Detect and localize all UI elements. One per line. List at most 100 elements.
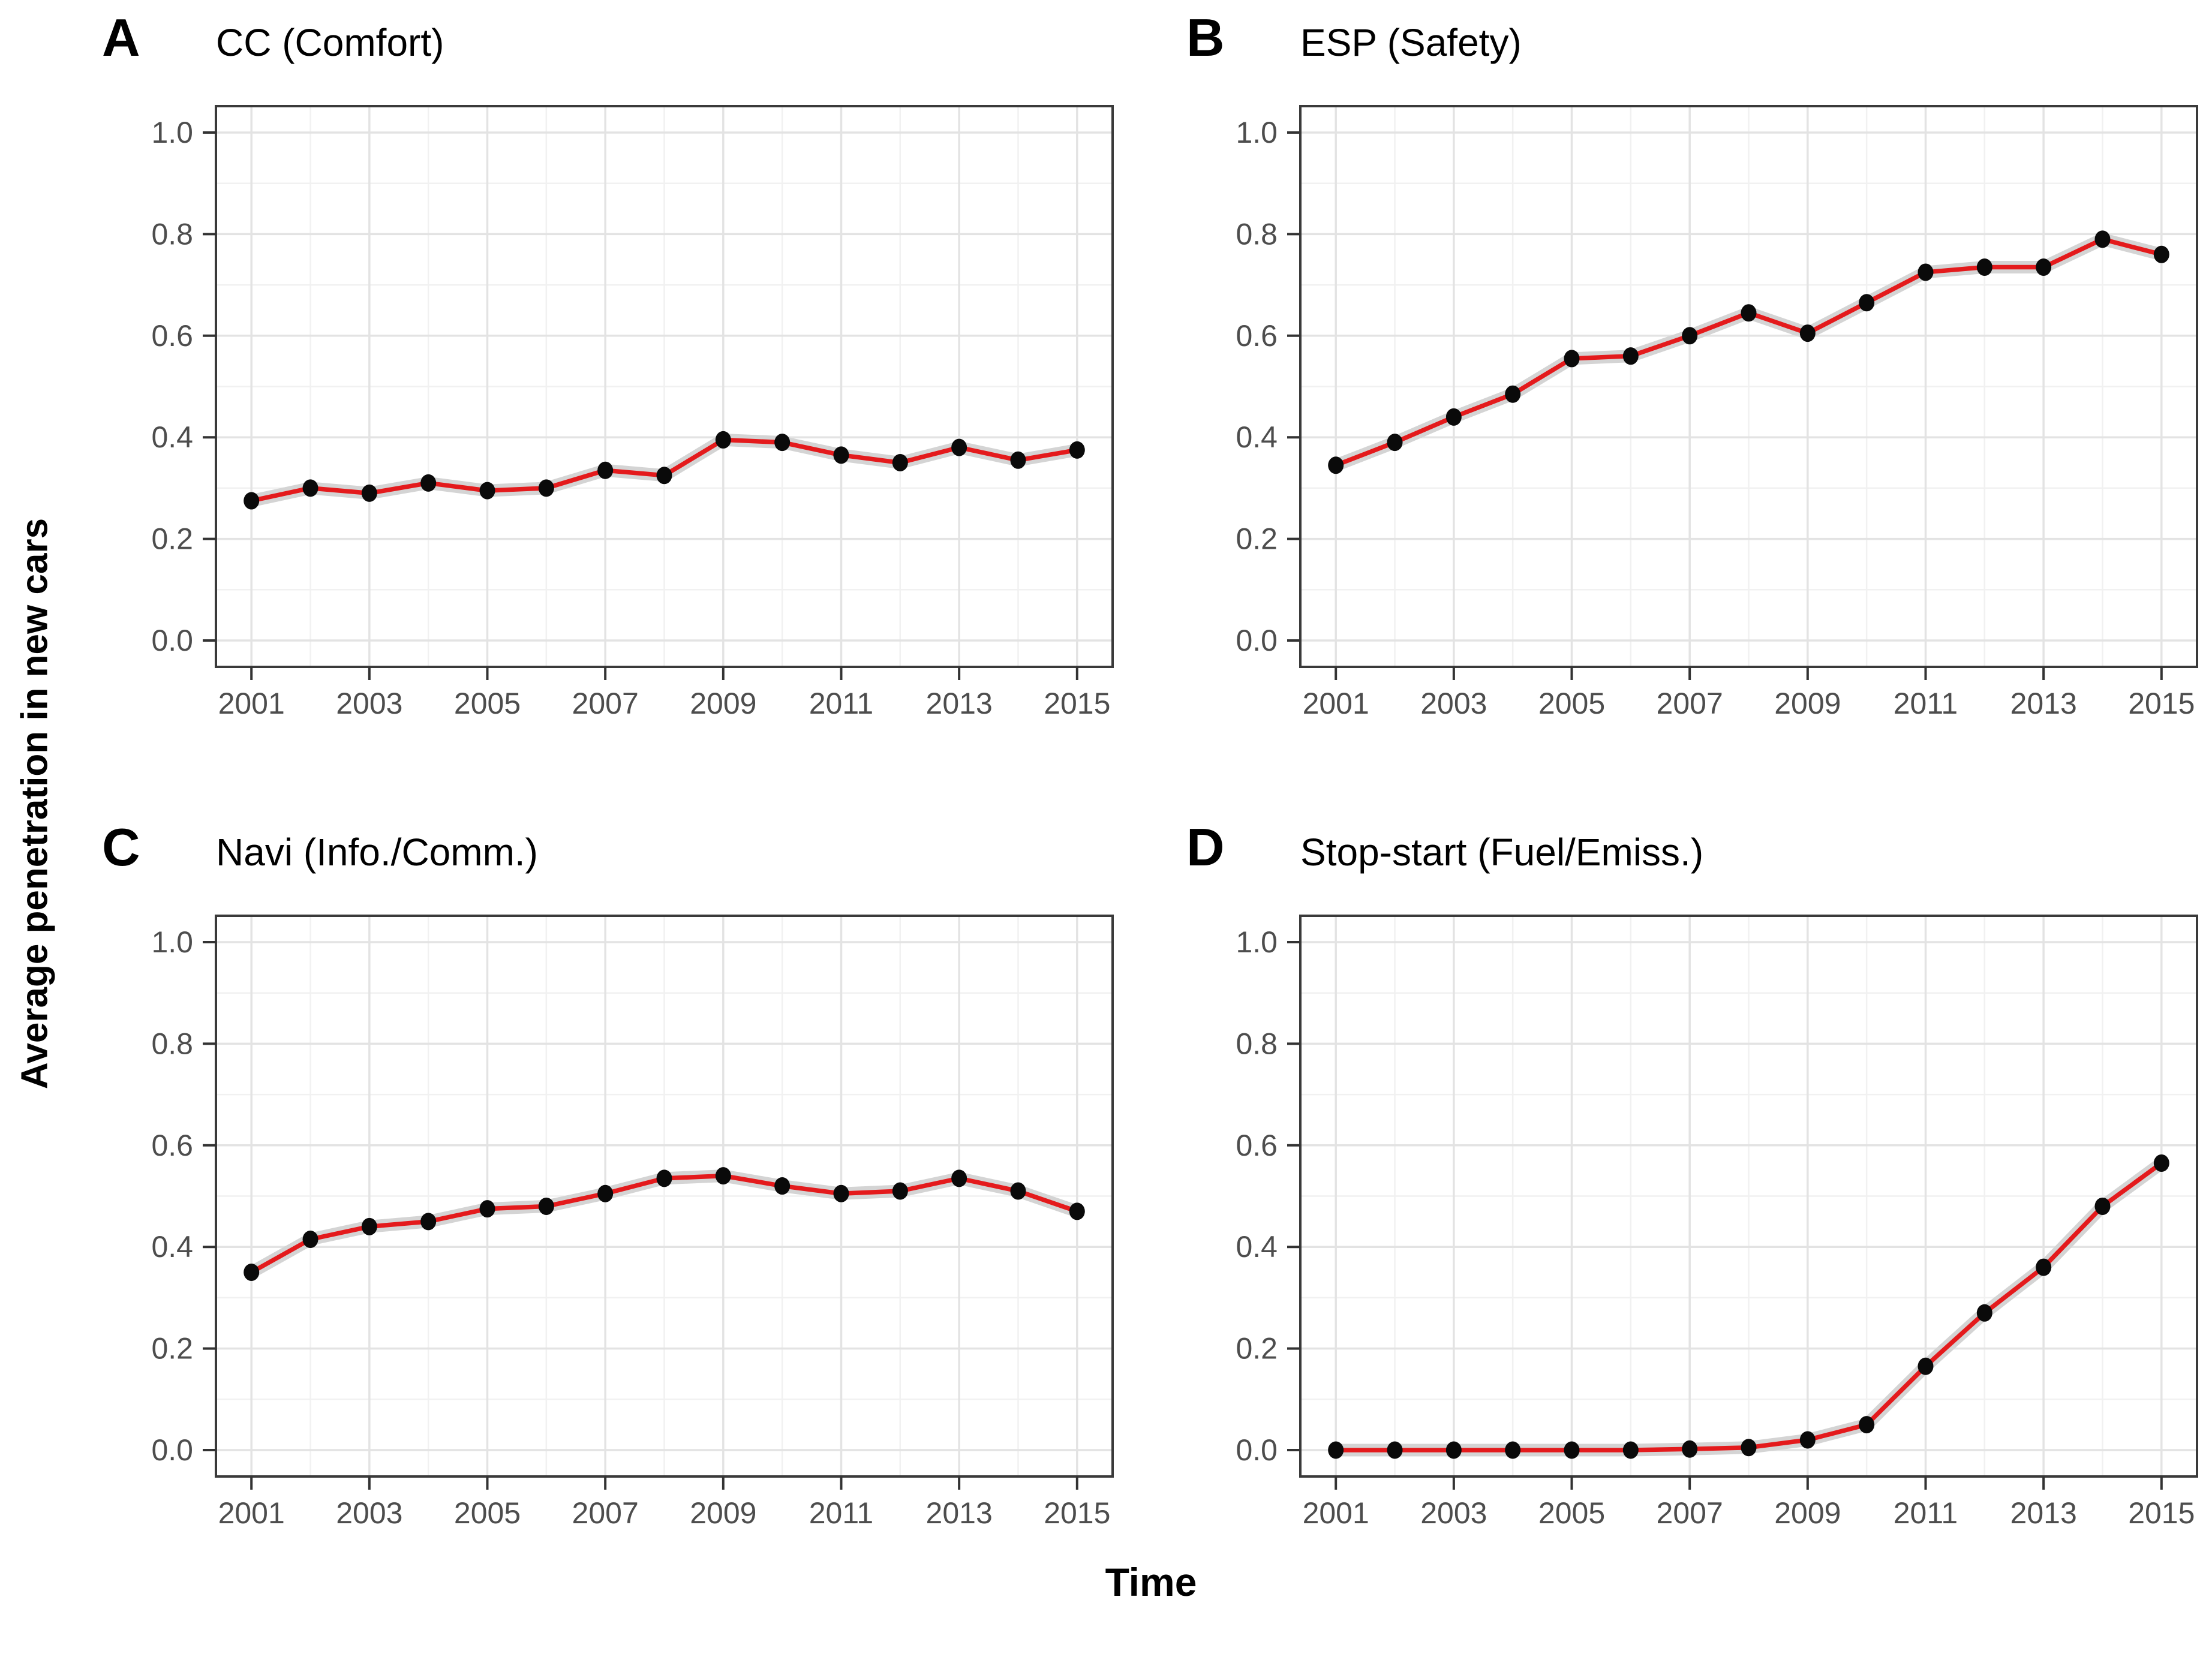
x-tick-label: 2015 (1044, 687, 1110, 720)
y-tick-label: 0.4 (1236, 1230, 1278, 1264)
x-tick-label: 2005 (454, 1496, 521, 1530)
data-point (715, 1167, 731, 1185)
data-point (1682, 327, 1698, 345)
x-tick-label: 2009 (1774, 687, 1841, 720)
data-point (538, 479, 554, 497)
panel-b-chart: 2001 2003 2005 2007 2009 2011 2013 2015 0.0 0.2 0.… (1236, 105, 2198, 720)
panel-a-header: A CC (Comfort) (90, 7, 1128, 97)
panel-border (215, 105, 1114, 668)
data-point (244, 1264, 260, 1282)
x-tick-label: 2001 (1303, 687, 1369, 720)
y-tick-label: 0.8 (1236, 1027, 1278, 1060)
y-tick-label: 0.6 (1236, 319, 1278, 353)
x-tick-label: 2011 (809, 687, 874, 720)
data-point (892, 454, 908, 472)
data-point (1445, 1441, 1462, 1459)
y-tick-label: 1.0 (1236, 116, 1278, 149)
x-tick-label: 2007 (572, 687, 639, 720)
x-tick-label: 2003 (1420, 687, 1487, 720)
data-point (2153, 1154, 2169, 1172)
y-tick-label: 0.2 (151, 1332, 193, 1366)
panel-a-title: CC (Comfort) (216, 21, 444, 64)
y-tick-label: 0.4 (151, 1230, 193, 1264)
data-point (1445, 408, 1462, 426)
y-tick-label: 0.8 (1236, 217, 1278, 251)
data-point (420, 1213, 437, 1231)
data-point (1859, 294, 1875, 312)
data-point (1564, 350, 1580, 368)
y-tick-label: 0.0 (1236, 1433, 1278, 1467)
y-axis-label: Average penetration in new cars (14, 518, 56, 1090)
panel-d-letter: D (1186, 817, 1225, 877)
data-point (244, 492, 260, 510)
y-tick-label: 0.4 (1236, 420, 1278, 454)
data-point (1741, 1439, 1757, 1457)
data-point (479, 1200, 495, 1218)
x-tick-label: 2001 (218, 1496, 285, 1530)
data-point (2036, 1258, 2052, 1276)
panel-border (215, 915, 1114, 1478)
panel-d: D Stop-start (Fuel/Emiss.) 2001 2003 2005 2… (1174, 817, 2212, 1542)
y-tick-label: 0.2 (1236, 1332, 1278, 1366)
data-point (951, 438, 967, 456)
panel-c: C Navi (Info./Comm.) 2001 2003 2005 2007 200… (90, 817, 1128, 1542)
x-tick-label: 2007 (1657, 1496, 1723, 1530)
x-tick-label: 2013 (926, 1496, 993, 1530)
x-tick-label: 2005 (1538, 1496, 1605, 1530)
panel-grid: A CC (Comfort) 2001 2003 2005 2007 2009 2011 2… (90, 7, 2212, 1542)
data-point (1069, 441, 1085, 459)
data-point (833, 1184, 849, 1202)
data-point (1918, 1357, 1934, 1375)
y-tick-label: 0.0 (151, 1433, 193, 1467)
data-point (715, 431, 731, 449)
y-tick-label: 0.0 (1236, 624, 1278, 657)
data-point (302, 479, 318, 497)
data-point (774, 434, 791, 452)
y-tick-label: 1.0 (151, 925, 193, 959)
data-point (656, 467, 672, 485)
data-point (2153, 245, 2169, 263)
data-point (2036, 258, 2052, 276)
x-tick-label: 2009 (690, 687, 756, 720)
panel-a-chart: 2001 2003 2005 2007 2009 2011 2013 2015 0.0 0.2 0.… (151, 105, 1114, 720)
panel-c-header: C Navi (Info./Comm.) (90, 817, 1128, 907)
data-point (1010, 451, 1026, 469)
panel-d-header: D Stop-start (Fuel/Emiss.) (1174, 817, 2212, 907)
y-tick-label: 0.6 (151, 319, 193, 353)
x-tick-label: 2013 (2010, 1496, 2077, 1530)
data-point (833, 446, 849, 464)
data-point (302, 1230, 318, 1248)
x-tick-label: 2011 (1894, 687, 1958, 720)
y-tick-label: 0.2 (151, 522, 193, 556)
x-tick-label: 2001 (218, 687, 285, 720)
data-point (1622, 347, 1639, 365)
panel-border (1299, 915, 2198, 1478)
data-point (1799, 1431, 1816, 1449)
y-tick-label: 0.8 (151, 1027, 193, 1060)
data-point (1328, 456, 1344, 474)
panel-c-letter: C (102, 817, 140, 877)
x-tick-label: 2003 (1420, 1496, 1487, 1530)
panel-border (1299, 105, 2198, 668)
data-point (1682, 1440, 1698, 1458)
data-point (538, 1197, 554, 1215)
x-tick-label: 2015 (2128, 687, 2195, 720)
data-point (1799, 324, 1816, 342)
panel-b-letter: B (1186, 8, 1225, 67)
data-point (597, 461, 614, 479)
x-tick-label: 2005 (454, 687, 521, 720)
data-point (479, 482, 495, 500)
data-point (1622, 1441, 1639, 1459)
y-tick-label: 0.2 (1236, 522, 1278, 556)
panel-c-chart: 2001 2003 2005 2007 2009 2011 2013 2015 0.0 0.2 0.… (151, 915, 1114, 1530)
x-tick-label: 2013 (926, 687, 993, 720)
x-tick-label: 2005 (1538, 687, 1605, 720)
x-tick-label: 2001 (1303, 1496, 1369, 1530)
x-axis-label: Time (1105, 1560, 1197, 1604)
x-tick-label: 2015 (2128, 1496, 2195, 1530)
x-tick-label: 2011 (809, 1496, 874, 1530)
x-tick-label: 2011 (1894, 1496, 1958, 1530)
panel-d-title: Stop-start (Fuel/Emiss.) (1300, 831, 1704, 874)
data-point (1387, 434, 1403, 452)
